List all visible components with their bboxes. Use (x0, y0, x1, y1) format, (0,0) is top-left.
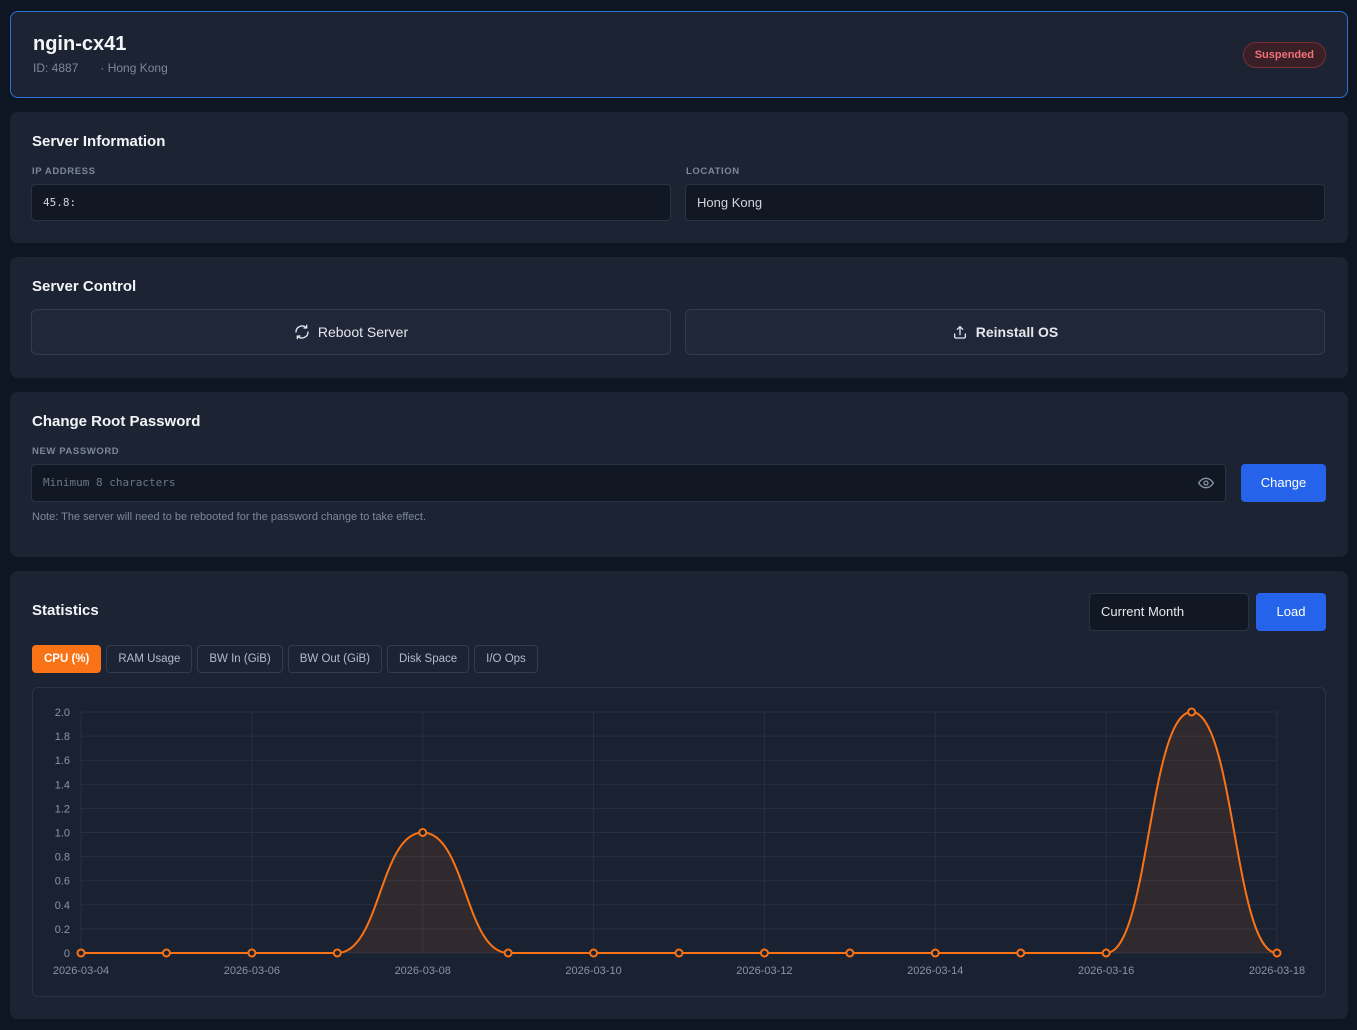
ip-address-label: IP ADDRESS (32, 166, 96, 177)
tab-ram-usage[interactable]: RAM Usage (106, 645, 193, 673)
location-field[interactable]: Hong Kong (685, 184, 1325, 221)
y-tick-label: 1.8 (55, 731, 70, 743)
tab-bw-out[interactable]: BW Out (GiB) (287, 645, 382, 673)
server-location-meta: · Hong Kong (100, 61, 168, 75)
y-tick-label: 0.2 (55, 924, 70, 936)
stats-tabs: CPU (%) RAM Usage BW In (GiB) BW Out (Gi… (32, 645, 538, 673)
y-tick-label: 0.6 (55, 876, 70, 888)
change-password-button[interactable]: Change (1241, 464, 1326, 502)
server-header-card: ngin-cx41 ID: 4887 · Hong Kong Suspended (10, 11, 1348, 98)
x-tick-label: 2026-03-10 (565, 965, 621, 977)
x-tick-label: 2026-03-12 (736, 965, 792, 977)
y-tick-label: 2.0 (55, 707, 70, 719)
y-tick-label: 1.6 (55, 755, 70, 767)
server-meta: ID: 4887 · Hong Kong (33, 61, 168, 75)
y-tick-label: 1.0 (55, 828, 70, 840)
data-point (161, 948, 171, 958)
tab-io-ops[interactable]: I/O Ops (474, 645, 538, 673)
y-tick-label: 0.4 (55, 900, 70, 912)
change-password-card: Change Root Password NEW PASSWORD Minimu… (10, 392, 1348, 557)
data-point (418, 828, 428, 837)
y-tick-label: 1.4 (55, 779, 70, 791)
data-point (503, 948, 513, 958)
server-control-card: Server Control Reboot Server Reinstall O… (10, 257, 1348, 378)
statistics-card: Statistics Current Month Load CPU (%) RA… (10, 571, 1348, 1019)
reinstall-os-button[interactable]: Reinstall OS (685, 309, 1325, 355)
tab-bw-in[interactable]: BW In (GiB) (197, 645, 283, 673)
status-badge: Suspended (1242, 42, 1326, 68)
eye-icon[interactable] (1197, 475, 1215, 491)
data-point (1187, 707, 1197, 717)
data-point (759, 948, 769, 958)
reinstall-os-label: Reinstall OS (975, 324, 1059, 340)
server-information-card: Server Information IP ADDRESS 45.8: LOCA… (10, 112, 1348, 243)
data-point (76, 948, 86, 958)
server-information-title: Server Information (32, 133, 166, 150)
reboot-server-button[interactable]: Reboot Server (31, 309, 671, 355)
x-tick-label: 2026-03-16 (1078, 965, 1134, 977)
ip-address-field[interactable]: 45.8: (31, 184, 671, 221)
statistics-title: Statistics (32, 602, 99, 619)
server-control-title: Server Control (32, 278, 137, 295)
y-tick-label: 0 (64, 948, 70, 960)
location-label: LOCATION (686, 166, 740, 177)
load-button[interactable]: Load (1256, 593, 1326, 631)
series-line (80, 710, 1278, 954)
data-point (332, 948, 342, 958)
x-tick-label: 2026-03-14 (907, 965, 963, 977)
x-tick-label: 2026-03-06 (224, 965, 280, 977)
upload-icon (953, 326, 966, 339)
server-name: ngin-cx41 (33, 33, 127, 55)
refresh-icon (295, 324, 309, 340)
change-password-title: Change Root Password (32, 413, 201, 430)
x-tick-label: 2026-03-08 (395, 965, 451, 977)
y-tick-label: 1.2 (55, 803, 70, 815)
reboot-server-label: Reboot Server (317, 324, 409, 340)
server-id: ID: 4887 (33, 61, 79, 75)
data-point (589, 948, 599, 958)
password-note: Note: The server will need to be reboote… (32, 511, 426, 523)
data-point (845, 948, 855, 958)
x-tick-label: 2026-03-18 (1249, 965, 1305, 977)
new-password-placeholder: Minimum 8 characters (43, 476, 176, 489)
data-point (1101, 948, 1111, 958)
data-point (930, 948, 940, 958)
new-password-input[interactable]: Minimum 8 characters (31, 464, 1226, 502)
data-point (1016, 948, 1026, 958)
data-point (247, 948, 257, 958)
period-select[interactable]: Current Month (1089, 593, 1249, 631)
x-tick-label: 2026-03-04 (53, 965, 109, 977)
new-password-label: NEW PASSWORD (32, 446, 120, 457)
data-point (1272, 948, 1282, 958)
tab-disk-space[interactable]: Disk Space (387, 645, 470, 673)
data-point (674, 948, 684, 958)
cpu-chart-svg: 0 0.2 0.4 0.6 0.8 1.0 1.2 1.4 1.6 1.8 2.0 2026-03-0… (53, 707, 1305, 977)
cpu-chart: 0 0.2 0.4 0.6 0.8 1.0 1.2 1.4 1.6 1.8 2.0 2026-03-0… (32, 687, 1326, 997)
tab-cpu[interactable]: CPU (%) (32, 645, 102, 673)
y-tick-label: 0.8 (55, 852, 70, 864)
